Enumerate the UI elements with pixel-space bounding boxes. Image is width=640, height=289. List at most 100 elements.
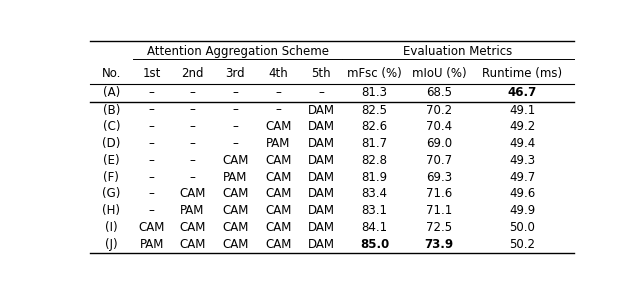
Text: 83.1: 83.1 — [362, 204, 388, 217]
Text: –: – — [149, 171, 155, 184]
Text: –: – — [149, 204, 155, 217]
Text: 1st: 1st — [143, 66, 161, 79]
Text: 46.7: 46.7 — [508, 86, 537, 99]
Text: –: – — [232, 103, 238, 116]
Text: mIoU (%): mIoU (%) — [412, 66, 466, 79]
Text: DAM: DAM — [307, 221, 335, 234]
Text: DAM: DAM — [307, 238, 335, 251]
Text: CAM: CAM — [265, 238, 291, 251]
Text: –: – — [149, 120, 155, 133]
Text: CAM: CAM — [265, 154, 291, 167]
Text: –: – — [149, 137, 155, 150]
Text: CAM: CAM — [139, 221, 165, 234]
Text: 70.2: 70.2 — [426, 103, 452, 116]
Text: –: – — [275, 86, 281, 99]
Text: –: – — [189, 103, 195, 116]
Text: –: – — [232, 120, 238, 133]
Text: CAM: CAM — [179, 188, 205, 201]
Text: 70.4: 70.4 — [426, 120, 452, 133]
Text: –: – — [189, 154, 195, 167]
Text: –: – — [149, 86, 155, 99]
Text: No.: No. — [102, 66, 121, 79]
Text: 81.9: 81.9 — [362, 171, 388, 184]
Text: 69.0: 69.0 — [426, 137, 452, 150]
Text: DAM: DAM — [307, 120, 335, 133]
Text: CAM: CAM — [265, 171, 291, 184]
Text: CAM: CAM — [265, 188, 291, 201]
Text: –: – — [149, 188, 155, 201]
Text: –: – — [232, 86, 238, 99]
Text: (A): (A) — [103, 86, 120, 99]
Text: DAM: DAM — [307, 204, 335, 217]
Text: CAM: CAM — [179, 221, 205, 234]
Text: 49.2: 49.2 — [509, 120, 536, 133]
Text: (G): (G) — [102, 188, 120, 201]
Text: 72.5: 72.5 — [426, 221, 452, 234]
Text: DAM: DAM — [307, 137, 335, 150]
Text: DAM: DAM — [307, 188, 335, 201]
Text: Attention Aggregation Scheme: Attention Aggregation Scheme — [147, 45, 328, 58]
Text: 81.7: 81.7 — [362, 137, 388, 150]
Text: 50.2: 50.2 — [509, 238, 535, 251]
Text: 84.1: 84.1 — [362, 221, 388, 234]
Text: 49.1: 49.1 — [509, 103, 536, 116]
Text: (B): (B) — [102, 103, 120, 116]
Text: Evaluation Metrics: Evaluation Metrics — [403, 45, 513, 58]
Text: (I): (I) — [105, 221, 118, 234]
Text: CAM: CAM — [222, 154, 248, 167]
Text: 49.3: 49.3 — [509, 154, 536, 167]
Text: 82.8: 82.8 — [362, 154, 388, 167]
Text: 85.0: 85.0 — [360, 238, 389, 251]
Text: 49.7: 49.7 — [509, 171, 536, 184]
Text: CAM: CAM — [265, 204, 291, 217]
Text: CAM: CAM — [222, 204, 248, 217]
Text: CAM: CAM — [222, 188, 248, 201]
Text: –: – — [149, 154, 155, 167]
Text: –: – — [318, 86, 324, 99]
Text: 83.4: 83.4 — [362, 188, 388, 201]
Text: (H): (H) — [102, 204, 120, 217]
Text: 70.7: 70.7 — [426, 154, 452, 167]
Text: 5th: 5th — [311, 66, 331, 79]
Text: DAM: DAM — [307, 171, 335, 184]
Text: 71.6: 71.6 — [426, 188, 452, 201]
Text: –: – — [232, 137, 238, 150]
Text: 68.5: 68.5 — [426, 86, 452, 99]
Text: mFsc (%): mFsc (%) — [348, 66, 402, 79]
Text: 4th: 4th — [268, 66, 288, 79]
Text: 50.0: 50.0 — [509, 221, 535, 234]
Text: CAM: CAM — [265, 221, 291, 234]
Text: 81.3: 81.3 — [362, 86, 388, 99]
Text: (J): (J) — [105, 238, 118, 251]
Text: CAM: CAM — [179, 238, 205, 251]
Text: (F): (F) — [104, 171, 119, 184]
Text: 49.9: 49.9 — [509, 204, 536, 217]
Text: Runtime (ms): Runtime (ms) — [482, 66, 563, 79]
Text: 2nd: 2nd — [181, 66, 204, 79]
Text: DAM: DAM — [307, 103, 335, 116]
Text: PAM: PAM — [266, 137, 291, 150]
Text: –: – — [149, 103, 155, 116]
Text: 49.6: 49.6 — [509, 188, 536, 201]
Text: PAM: PAM — [180, 204, 205, 217]
Text: –: – — [275, 103, 281, 116]
Text: PAM: PAM — [223, 171, 248, 184]
Text: 49.4: 49.4 — [509, 137, 536, 150]
Text: –: – — [189, 171, 195, 184]
Text: 82.5: 82.5 — [362, 103, 388, 116]
Text: 82.6: 82.6 — [362, 120, 388, 133]
Text: 71.1: 71.1 — [426, 204, 452, 217]
Text: (E): (E) — [103, 154, 120, 167]
Text: CAM: CAM — [265, 120, 291, 133]
Text: 69.3: 69.3 — [426, 171, 452, 184]
Text: DAM: DAM — [307, 154, 335, 167]
Text: –: – — [189, 120, 195, 133]
Text: 73.9: 73.9 — [424, 238, 454, 251]
Text: (D): (D) — [102, 137, 120, 150]
Text: –: – — [189, 86, 195, 99]
Text: PAM: PAM — [140, 238, 164, 251]
Text: CAM: CAM — [222, 221, 248, 234]
Text: 3rd: 3rd — [225, 66, 245, 79]
Text: CAM: CAM — [222, 238, 248, 251]
Text: –: – — [189, 137, 195, 150]
